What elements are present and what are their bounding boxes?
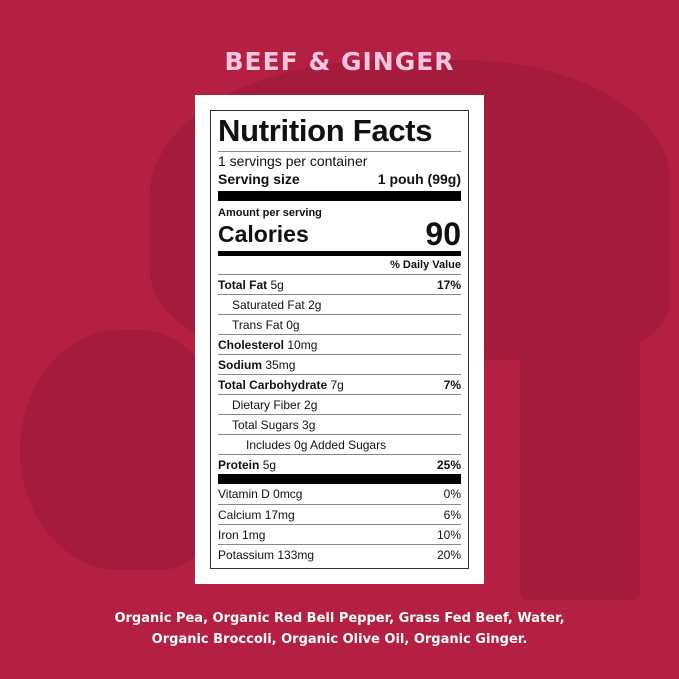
ingredients-line: Organic Pea, Organic Red Bell Pepper, Gr… [114,611,565,626]
amount-per-serving: Amount per serving [218,207,322,219]
nutrient-name: Total Carbohydrate [218,378,328,392]
nutrient-name: Includes 0g Added Sugars [246,438,387,452]
nutrient-amount: 10mg [287,338,318,352]
nutrient-amount: 5g [270,278,284,292]
nutrient-row: Total Carbohydrate 7g 7% [218,374,461,394]
nutrient-name: Protein [218,458,260,472]
nutrient-row: Protein 5g 25% [218,454,461,474]
nutrient-amount: 3g [302,418,316,432]
vitamin-dv: 0% [443,487,461,501]
vitamin-dv: 20% [436,548,461,562]
serving-size-label: Serving size [218,171,300,187]
nutrient-row: Trans Fat 0g [218,314,461,334]
nutrient-amount: 2g [304,398,318,412]
thick-divider [218,474,461,484]
vitamin-row: Iron 1mg 10% [218,524,461,544]
vitamin-row: Potassium 133mg 20% [218,544,461,564]
nutrient-name: Sodium [218,358,262,372]
nutrient-amount: 35mg [265,358,296,372]
ingredients-line: Organic Broccoli, Organic Olive Oil, Org… [151,632,528,647]
vitamin-name: Calcium [218,508,262,522]
vitamin-amount: 1mg [242,528,266,542]
nutrient-row: Total Sugars 3g [218,414,461,434]
vitamin-amount: 17mg [264,508,295,522]
vitamin-dv: 10% [436,528,461,542]
nutrient-row: Sodium 35mg [218,354,461,374]
nutrient-name: Trans Fat [232,318,283,332]
thick-divider [218,191,461,201]
nutrient-row: Dietary Fiber 2g [218,394,461,414]
nutrition-panel: Nutrition Facts 1 servings per container… [195,95,484,584]
nutrient-name: Total Sugars [232,418,299,432]
ginger-silhouette [20,330,220,570]
label-heading: Nutrition Facts [218,113,433,148]
vitamin-row: Calcium 17mg 6% [218,504,461,524]
vitamin-amount: 0mcg [273,487,303,501]
vitamin-amount: 133mg [277,548,315,562]
nutrient-amount: 5g [262,458,277,472]
nutrient-name: Saturated Fat [232,298,305,312]
serving-size-value: 1 pouh (99g) [377,171,461,187]
nutrient-amount: 2g [308,298,322,312]
nutrient-name: Total Fat [218,278,268,292]
nutrient-row: Cholesterol 10mg [218,334,461,354]
daily-value-header: % Daily Value [390,259,461,271]
nutrient-amount: 7g [330,378,344,392]
nutrient-dv: 25% [436,458,461,472]
nutrition-facts-label: Nutrition Facts 1 servings per container… [210,110,469,569]
nutrient-dv: 7% [443,378,461,392]
calories-value: 90 [425,216,461,252]
calories-label: Calories [218,221,309,247]
medium-divider [218,251,461,256]
nutrient-amount: 0g [286,318,300,332]
servings-per-container: 1 servings per container [218,151,461,170]
nutrient-name: Dietary Fiber [232,398,301,412]
vitamin-dv: 6% [443,508,461,522]
product-title: BEEF & GINGER [224,47,455,76]
vitamin-name: Potassium [218,548,275,562]
vitamin-name: Iron [218,528,239,542]
nutrient-row: Saturated Fat 2g [218,294,461,314]
ingredients-list: Organic Pea, Organic Red Bell Pepper, Gr… [0,608,679,650]
nutrient-name: Cholesterol [218,338,285,352]
vitamin-row: Vitamin D 0mcg 0% [218,484,461,504]
nutrient-row: Includes 0g Added Sugars [218,434,461,454]
vitamin-name: Vitamin D [218,487,270,501]
nutrient-dv: 17% [436,278,461,292]
cow-leg-silhouette [520,300,640,600]
nutrient-row: Total Fat 5g 17% [218,274,461,294]
